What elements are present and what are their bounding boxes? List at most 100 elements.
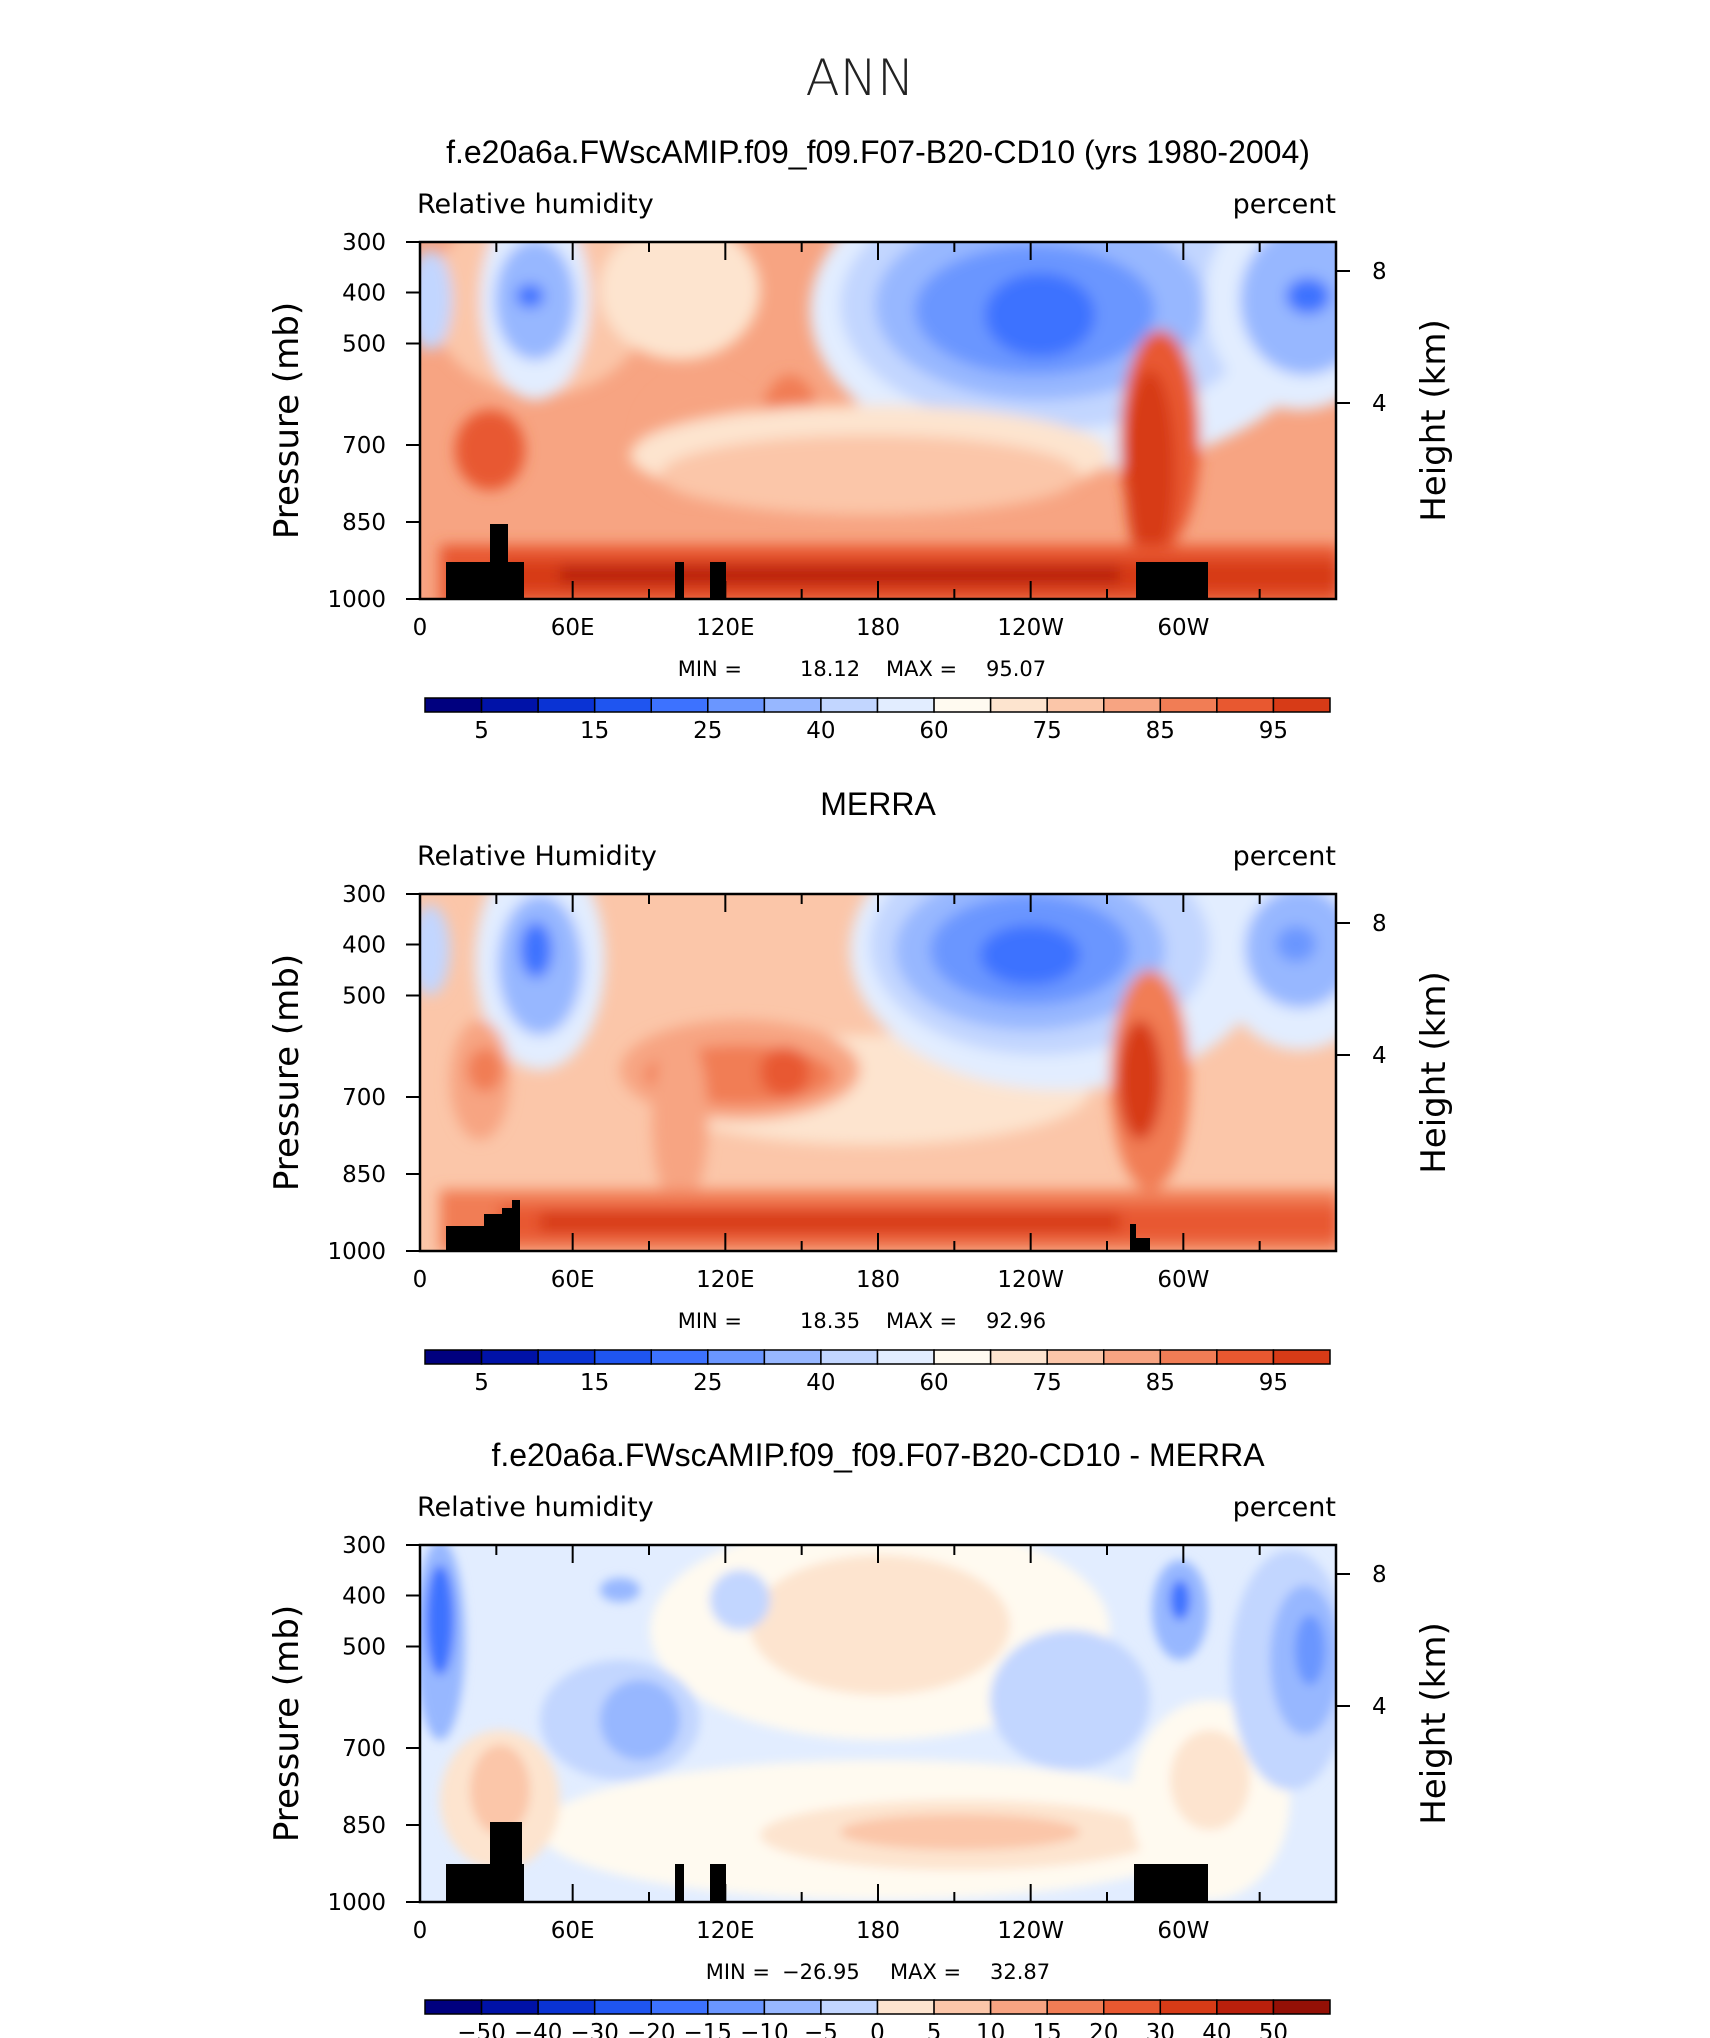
colorbar-label: 85 <box>1146 718 1175 744</box>
panel-3-units-label: percent <box>1233 1492 1336 1523</box>
y-tick-label: 500 <box>342 1635 386 1661</box>
colorbar-label: 0 <box>870 2020 885 2038</box>
panel-3-axes: 0 60E 120E 180 120W 60W 300 400 500 700 850 1000 8 4 P… <box>267 1533 1454 1944</box>
panel-3-topography <box>446 1822 1208 1902</box>
panel-3-title: f.e20a6a.FWscAMIP.f09_f09.F07-B20-CD10 -… <box>491 1437 1265 1473</box>
colorbar-cell <box>707 1999 766 2015</box>
x-tick-label: 120W <box>997 1918 1064 1944</box>
y-tick-label: 700 <box>342 1736 386 1762</box>
panel-1: f.e20a6a.FWscAMIP.f09_f09.F07-B20-CD10 (… <box>267 134 1454 744</box>
colorbar-cell <box>593 1999 652 2015</box>
colorbar-label: 40 <box>1202 2020 1231 2038</box>
colorbar-cell <box>537 1999 596 2015</box>
panel-2-title: MERRA <box>820 786 936 822</box>
colorbar-cell <box>1216 697 1275 713</box>
x-tick-label: 60W <box>1157 615 1209 641</box>
y-tick-label: 300 <box>342 882 386 908</box>
x-tick-label: 60E <box>551 1918 595 1944</box>
colorbar-cell <box>876 1999 935 2015</box>
panel-3-min-label: MIN = <box>706 1960 770 1984</box>
colorbar-label: 20 <box>1089 2020 1118 2038</box>
x-tick-label: 120E <box>696 1267 754 1293</box>
colorbar-label: 40 <box>806 1370 835 1396</box>
y-right-tick-label: 4 <box>1372 391 1387 417</box>
page-title: ANN <box>805 49 914 107</box>
colorbar-cell <box>1216 1999 1275 2015</box>
colorbar-label: −40 <box>514 2020 563 2038</box>
panel-2-max-label: MAX = <box>886 1309 957 1333</box>
panel-1-colorbar: 5 15 25 40 60 75 85 95 <box>424 697 1331 744</box>
colorbar-cell <box>1272 697 1331 713</box>
x-tick-label: 180 <box>856 615 900 641</box>
panel-3: f.e20a6a.FWscAMIP.f09_f09.F07-B20-CD10 -… <box>267 1437 1454 2038</box>
colorbar-label: 95 <box>1259 1370 1288 1396</box>
colorbar-cell <box>1159 1999 1218 2015</box>
y-tick-label: 700 <box>342 433 386 459</box>
colorbar-cell <box>763 697 822 713</box>
colorbar-cell <box>707 697 766 713</box>
y-tick-label: 400 <box>342 281 386 307</box>
y-tick-label: 500 <box>342 984 386 1010</box>
colorbar-cell <box>876 1349 935 1365</box>
y-tick-label: 1000 <box>327 1890 386 1916</box>
x-tick-label: 0 <box>413 615 428 641</box>
colorbar-label: 95 <box>1259 718 1288 744</box>
colorbar-label: 10 <box>976 2020 1005 2038</box>
colorbar-label: −5 <box>804 2020 838 2038</box>
colorbar-cell <box>989 1999 1048 2015</box>
panel-2-axes: 0 60E 120E 180 120W 60W 300 400 500 700 850 1000 8 4 P… <box>267 882 1454 1293</box>
colorbar-cell <box>989 1349 1048 1365</box>
panel-3-min-value: −26.95 <box>782 1960 860 1984</box>
colorbar-label: −50 <box>457 2020 506 2038</box>
y-tick-label: 400 <box>342 933 386 959</box>
x-tick-label: 120W <box>997 615 1064 641</box>
panel-1-max-label: MAX = <box>886 657 957 681</box>
panel-1-units-label: percent <box>1233 189 1336 220</box>
colorbar-cell <box>1046 697 1105 713</box>
colorbar-cell <box>820 697 879 713</box>
colorbar-cell <box>593 1349 652 1365</box>
colorbar-cell <box>424 697 483 713</box>
panel-3-max-label: MAX = <box>890 1960 961 1984</box>
colorbar-cell <box>424 1349 483 1365</box>
colorbar-cell <box>537 697 596 713</box>
panel-1-variable-label: Relative humidity <box>417 189 654 220</box>
colorbar-label: 75 <box>1033 1370 1062 1396</box>
x-tick-label: 120E <box>696 615 754 641</box>
colorbar-label: 15 <box>1033 2020 1062 2038</box>
colorbar-cell <box>1159 1349 1218 1365</box>
colorbar-cell <box>650 697 709 713</box>
colorbar-cell <box>933 697 992 713</box>
colorbar-cell <box>1103 1349 1162 1365</box>
colorbar-cell <box>1103 697 1162 713</box>
x-tick-label: 60E <box>551 615 595 641</box>
colorbar-cell <box>1103 1999 1162 2015</box>
colorbar-label: 5 <box>474 1370 489 1396</box>
y-right-tick-label: 8 <box>1372 1562 1387 1588</box>
colorbar-cell <box>537 1349 596 1365</box>
panel-3-colorbar: −50 −40 −30 −20 −15 −10 −5 0 5 10 15 20 30 40 50 <box>424 1999 1331 2038</box>
colorbar-label: 50 <box>1259 2020 1288 2038</box>
panel-2-colorbar: 5 15 25 40 60 75 85 95 <box>424 1349 1331 1396</box>
y-tick-label: 500 <box>342 332 386 358</box>
colorbar-label: 75 <box>1033 718 1062 744</box>
panel-1-axes: 0 60E 120E 180 120W 60W 300 400 500 700 850 1000 8 4 P… <box>267 230 1454 641</box>
colorbar-cell <box>1159 697 1218 713</box>
y-tick-label: 300 <box>342 230 386 256</box>
y-tick-label: 850 <box>342 510 386 536</box>
panel-2-max-value: 92.96 <box>986 1309 1046 1333</box>
colorbar-cell <box>1046 1999 1105 2015</box>
panel-2: MERRA Relative Humidity percent <box>267 786 1454 1396</box>
panel-1-min-value: 18.12 <box>800 657 860 681</box>
y-right-axis-title: Height (km) <box>1414 971 1454 1174</box>
panel-1-title: f.e20a6a.FWscAMIP.f09_f09.F07-B20-CD10 (… <box>446 134 1310 170</box>
colorbar-cell <box>933 1349 992 1365</box>
colorbar-label: 30 <box>1146 2020 1175 2038</box>
panel-1-min-label: MIN = <box>678 657 742 681</box>
panel-2-min-label: MIN = <box>678 1309 742 1333</box>
x-tick-label: 60E <box>551 1267 595 1293</box>
colorbar-label: −20 <box>627 2020 676 2038</box>
colorbar-cell <box>820 1999 879 2015</box>
colorbar-cell <box>1216 1349 1275 1365</box>
colorbar-cell <box>1046 1349 1105 1365</box>
